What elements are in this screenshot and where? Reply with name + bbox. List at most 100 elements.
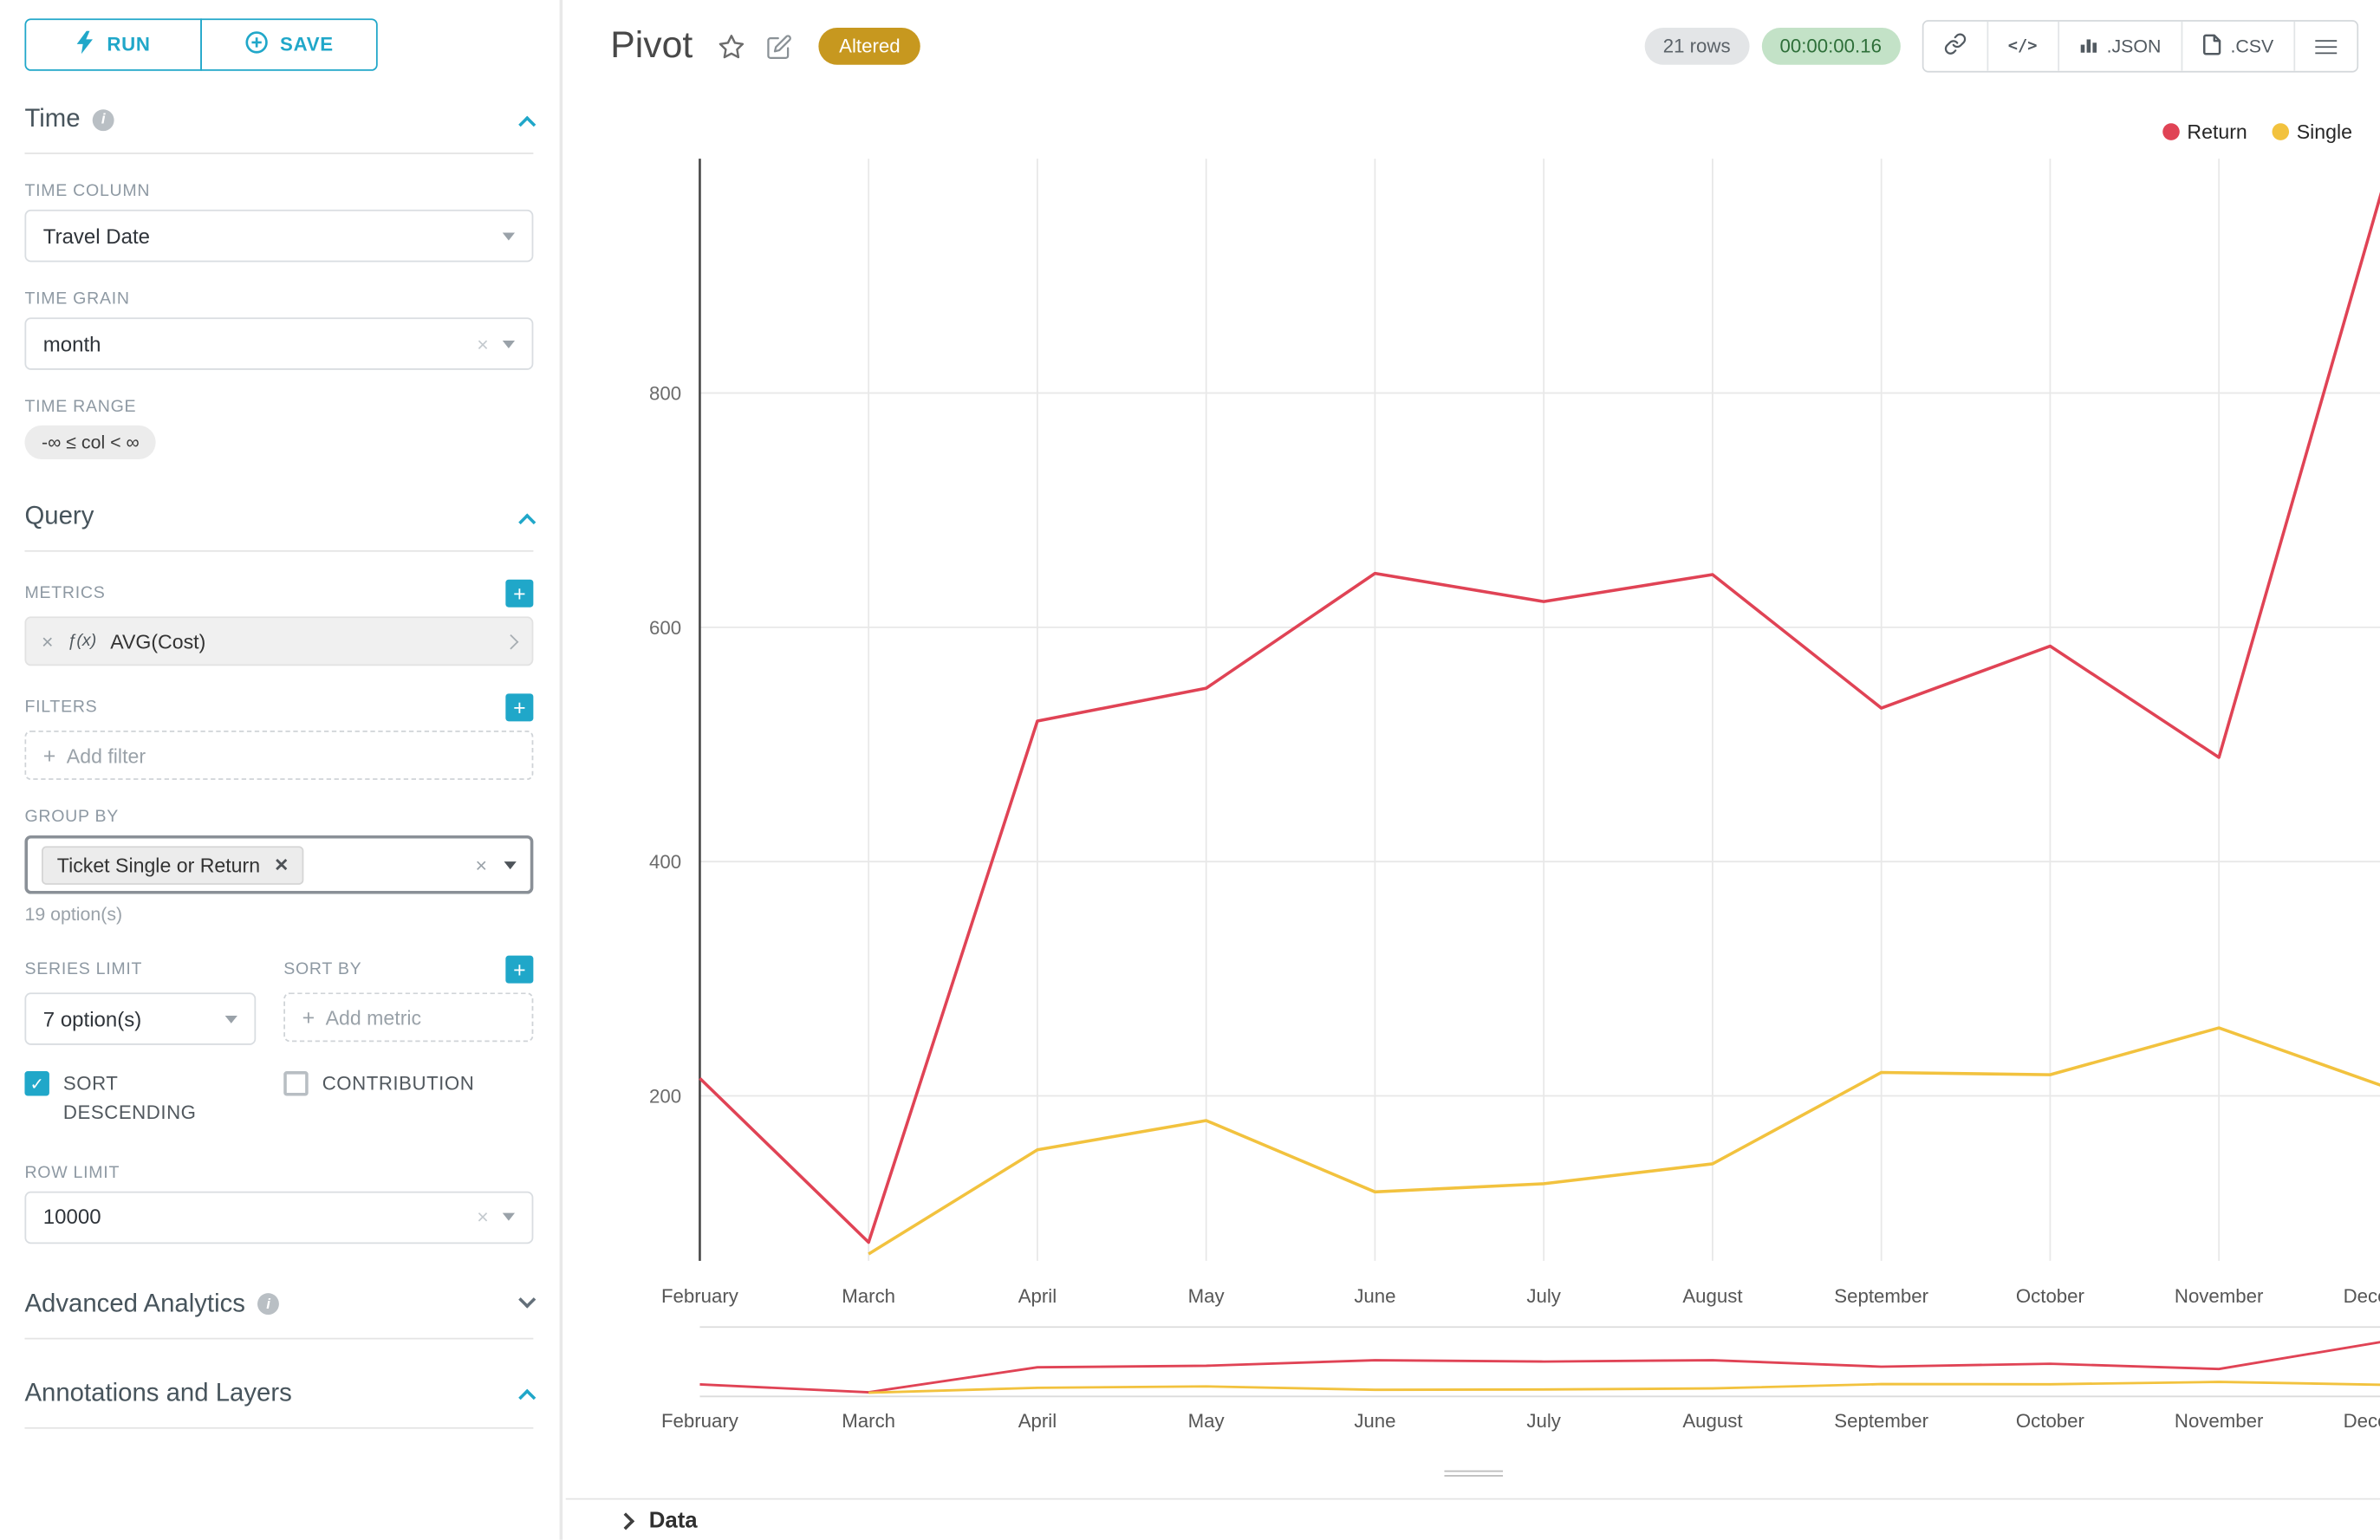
clear-icon[interactable]	[476, 853, 488, 876]
time-grain-select[interactable]: month	[24, 317, 534, 370]
series-line-Single[interactable]	[868, 1026, 2380, 1256]
section-header-time[interactable]: Time	[24, 105, 536, 154]
metrics-label-row: METRICS	[24, 579, 534, 608]
mini-chart[interactable]: February March April May June July August Septe…	[566, 1326, 2380, 1437]
plus-circle-icon	[244, 31, 268, 59]
export-csv-label: .CSV	[2230, 35, 2274, 57]
metrics-label: METRICS	[24, 584, 106, 603]
x-tick-label: November	[2175, 1410, 2264, 1432]
add-filter-dropzone[interactable]: Add filter	[24, 731, 534, 780]
section-header-annotations[interactable]: Annotations and Layers	[24, 1379, 536, 1429]
series-line-Single[interactable]	[868, 1381, 2380, 1394]
section-header-query[interactable]: Query	[24, 502, 536, 552]
legend-item-return[interactable]: Return	[2162, 120, 2247, 144]
series-line-Return[interactable]	[699, 171, 2380, 1244]
plus-icon	[43, 743, 56, 767]
time-range-label: TIME RANGE	[24, 397, 137, 417]
chart-panel: Pivot Altered 21 rows 00:00:00.16	[565, 0, 2380, 1540]
data-section-toggle[interactable]: Data	[565, 1498, 2380, 1540]
add-filter-placeholder: Add filter	[66, 744, 146, 767]
group-by-chip[interactable]: Ticket Single or Return	[42, 845, 305, 884]
row-limit-select[interactable]: 10000	[24, 1191, 534, 1244]
filters-label: FILTERS	[24, 698, 98, 718]
sort-descending-label: SORT DESCENDING	[62, 1072, 197, 1125]
chevron-down-icon[interactable]	[518, 1290, 536, 1309]
x-tick-label: October	[2016, 1285, 2085, 1307]
info-icon[interactable]	[92, 108, 114, 131]
series-line-Return[interactable]	[699, 1341, 2380, 1394]
run-save-button-group: RUN SAVE	[24, 18, 533, 71]
sort-by-column: SORT BY Add metric	[283, 955, 534, 1045]
legend-item-single[interactable]: Single	[2272, 120, 2352, 144]
checkbox-row: SORT DESCENDING CONTRIBUTION	[24, 1069, 533, 1129]
x-tick-label: December	[2344, 1285, 2380, 1307]
bar-chart-icon	[2079, 35, 2097, 58]
legend-label: Single	[2296, 120, 2352, 144]
chart-legend: Return Single	[2162, 120, 2352, 144]
legend-label: Return	[2187, 120, 2247, 144]
y-tick-label: 800	[649, 383, 681, 405]
x-tick-label: December	[2344, 1410, 2380, 1432]
remove-metric-icon[interactable]	[42, 630, 54, 653]
series-limit-label: SERIES LIMIT	[24, 960, 143, 979]
section-header-advanced-analytics[interactable]: Advanced Analytics	[24, 1290, 536, 1340]
save-button-label: SAVE	[280, 34, 334, 56]
export-csv-button[interactable]: .CSV	[2181, 21, 2294, 71]
x-tick-label: April	[1018, 1285, 1057, 1307]
add-sort-metric-dropzone[interactable]: Add metric	[283, 992, 534, 1043]
section-title: Query	[24, 502, 94, 530]
more-options-button[interactable]	[2293, 21, 2357, 71]
remove-chip-icon[interactable]	[274, 854, 289, 875]
main-chart[interactable]: 200 400 600 800 February March April May June Jul…	[566, 151, 2380, 1322]
series-limit-value: 7 option(s)	[42, 1007, 142, 1030]
chevron-up-icon[interactable]	[518, 114, 536, 133]
metric-chip[interactable]: ƒ(x) AVG(Cost)	[24, 616, 534, 666]
y-tick-label: 600	[649, 617, 681, 639]
chevron-up-icon[interactable]	[518, 512, 536, 530]
export-button-group: .JSON .CSV	[1922, 20, 2359, 73]
series-limit-select[interactable]: 7 option(s)	[24, 992, 257, 1045]
x-tick-label: October	[2016, 1410, 2085, 1432]
clear-icon[interactable]	[477, 332, 489, 355]
chevron-right-icon[interactable]	[503, 634, 519, 649]
lightning-icon	[76, 30, 94, 59]
filters-label-row: FILTERS	[24, 693, 534, 722]
chevron-up-icon[interactable]	[518, 1389, 536, 1407]
checkbox-unchecked-icon[interactable]	[283, 1071, 309, 1096]
add-sort-metric-button[interactable]	[505, 955, 534, 984]
time-column-select[interactable]: Travel Date	[24, 209, 534, 263]
add-metric-placeholder: Add metric	[325, 1005, 422, 1030]
view-query-button[interactable]	[1986, 21, 2058, 71]
resize-handle[interactable]	[1443, 1465, 1503, 1480]
add-metric-button[interactable]	[505, 579, 534, 608]
y-tick-label: 200	[649, 1086, 681, 1108]
time-range-tag[interactable]: -∞ ≤ col < ∞	[24, 425, 157, 459]
altered-badge[interactable]: Altered	[819, 28, 920, 65]
x-tick-label: March	[842, 1410, 895, 1432]
x-tick-label: August	[1682, 1410, 1743, 1432]
edit-pencil-icon[interactable]	[767, 33, 793, 59]
x-tick-label: May	[1188, 1285, 1226, 1307]
save-button[interactable]: SAVE	[200, 18, 378, 71]
metric-name: AVG(Cost)	[110, 629, 206, 653]
info-icon[interactable]	[257, 1293, 280, 1316]
add-filter-button[interactable]	[505, 693, 534, 722]
control-panel: RUN SAVE Time TIME COLUMN Travel Date TI…	[0, 0, 563, 1540]
plus-icon	[302, 1005, 315, 1030]
sort-descending-checkbox[interactable]: SORT DESCENDING	[24, 1069, 256, 1129]
favorite-star-icon[interactable]	[718, 31, 747, 61]
row-limit-label: ROW LIMIT	[24, 1163, 120, 1182]
chevron-down-icon[interactable]	[504, 861, 517, 869]
group-by-controls	[476, 853, 517, 876]
run-button[interactable]: RUN	[24, 18, 202, 71]
share-link-button[interactable]	[1922, 21, 1987, 71]
export-json-button[interactable]: .JSON	[2057, 21, 2182, 71]
clear-icon[interactable]	[477, 1205, 489, 1229]
contribution-checkbox[interactable]: CONTRIBUTION	[283, 1069, 533, 1129]
time-grain-value: month	[42, 332, 101, 355]
link-icon	[1943, 32, 1967, 60]
checkbox-checked-icon[interactable]	[24, 1071, 49, 1096]
export-json-label: .JSON	[2106, 35, 2162, 57]
chevron-right-icon[interactable]	[617, 1512, 635, 1530]
group-by-select[interactable]: Ticket Single or Return	[24, 835, 534, 894]
